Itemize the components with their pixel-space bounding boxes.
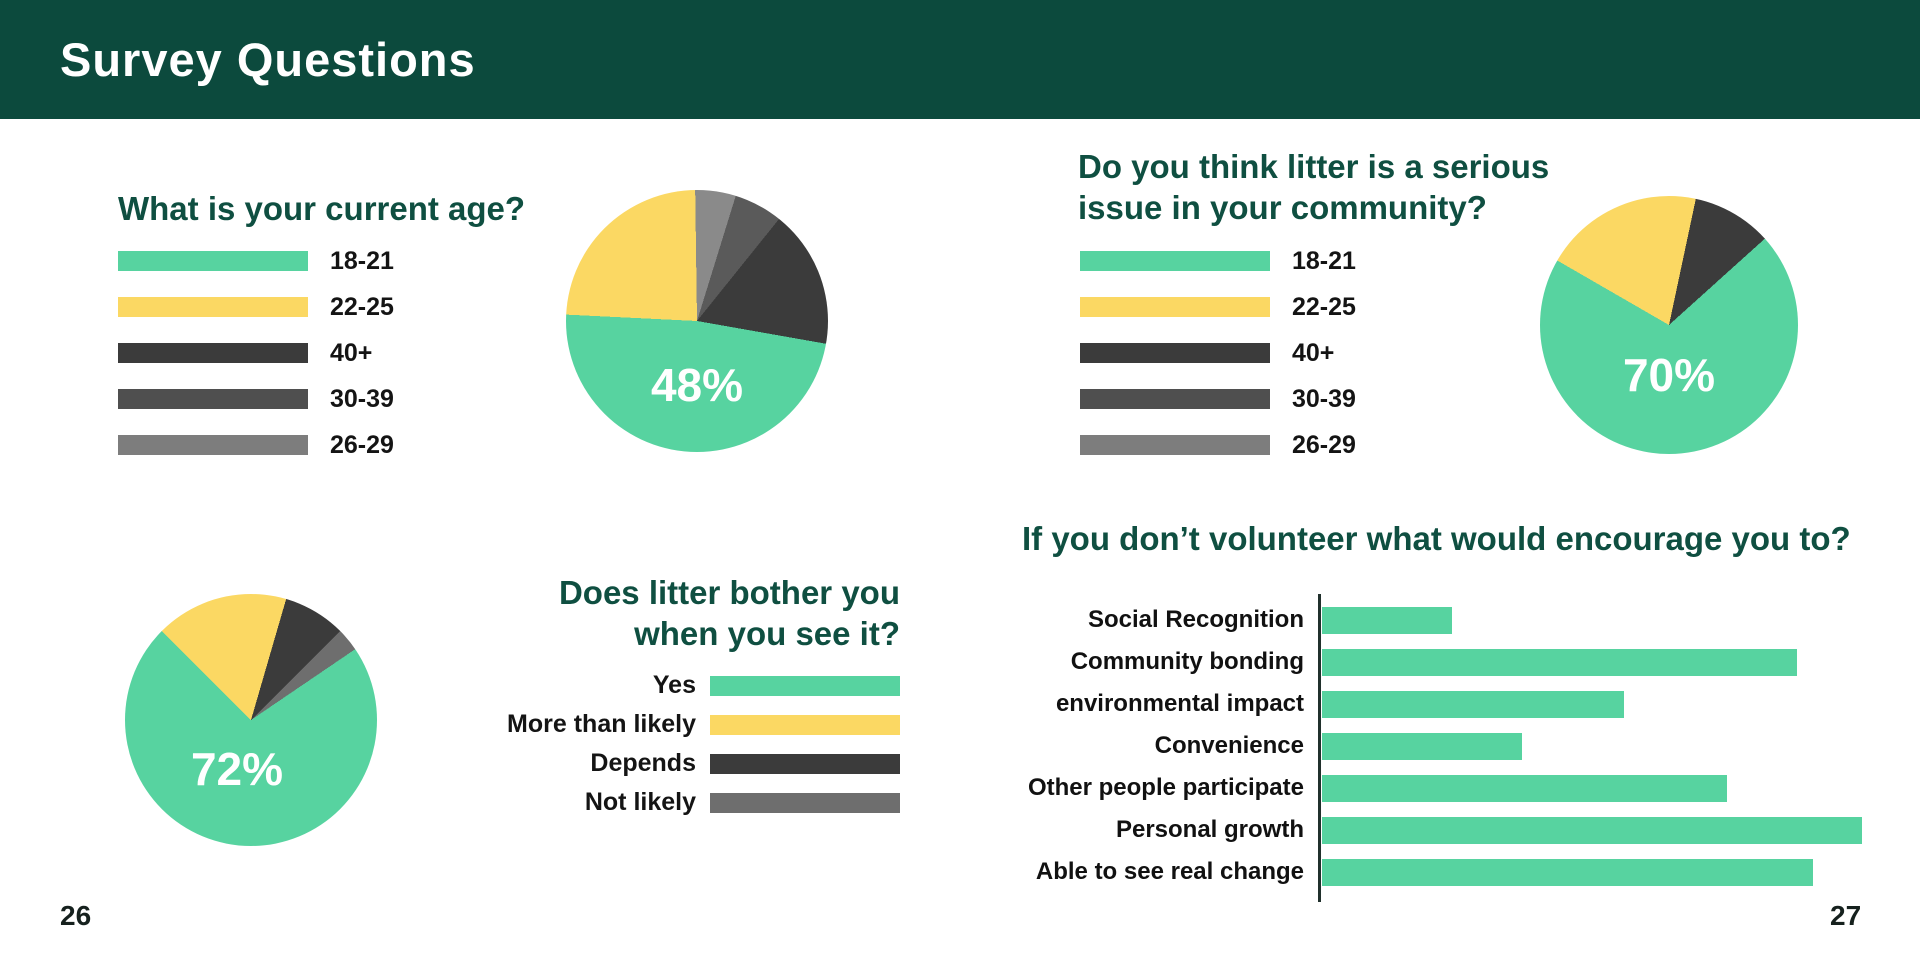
legend-swatch — [118, 251, 308, 271]
legend-label: 26-29 — [330, 430, 394, 459]
age-pie-center-label: 48% — [650, 359, 744, 411]
legend-swatch — [118, 343, 308, 363]
bar-row: Social Recognition — [900, 599, 1900, 641]
legend-swatch — [1080, 251, 1270, 271]
legend-label: Not likely — [584, 788, 696, 816]
legend-swatch — [1080, 435, 1270, 455]
legend-item: 22-25 — [118, 284, 394, 330]
age-pie-chart: 48% — [566, 190, 828, 452]
litter-serious-legend: 18-21 22-25 40+ 30-39 26-29 — [1080, 238, 1356, 468]
age-pie-legend: 18-21 22-25 40+ 30-39 26-29 — [118, 238, 394, 468]
bar-category-label: Social Recognition — [1087, 606, 1304, 633]
legend-item: 18-21 — [1080, 238, 1356, 284]
volunteer-bar-chart: Social Recognition Community bonding envir… — [900, 599, 1900, 893]
bar-row: Community bonding — [900, 641, 1900, 683]
legend-label: 18-21 — [1292, 246, 1356, 275]
question-line: Do you think litter is a serious — [1078, 148, 1550, 185]
page-number-right: 27 — [1830, 900, 1862, 931]
legend-swatch — [118, 435, 308, 455]
litter-bother-legend: Yes More than likely Depends Not likely — [460, 666, 900, 822]
legend-label: 30-39 — [1292, 384, 1356, 413]
legend-swatch — [710, 675, 900, 696]
bar-category-label: Community bonding — [1070, 648, 1304, 675]
bar-category-label: Personal growth — [1115, 816, 1304, 843]
bar-rows: Social Recognition Community bonding envir… — [900, 599, 1900, 893]
legend-item: 30-39 — [1080, 376, 1356, 422]
bar — [1322, 774, 1727, 802]
legend-swatch — [710, 792, 900, 813]
litter-bother-pie-chart: 72% — [125, 594, 377, 846]
page-title: Survey Questions — [60, 33, 476, 86]
legend-label: 22-25 — [1292, 292, 1356, 321]
legend-label: 30-39 — [330, 384, 394, 413]
bar-row: Personal growth — [900, 809, 1900, 851]
bar-category-label: Able to see real change — [1035, 858, 1304, 885]
legend-item: 30-39 — [118, 376, 394, 422]
legend-label: 26-29 — [1292, 430, 1356, 459]
bar — [1322, 606, 1452, 634]
legend-item: Not likely — [460, 783, 900, 822]
bar-row: Convenience — [900, 725, 1900, 767]
legend-item: 26-29 — [1080, 422, 1356, 468]
legend-item: 18-21 — [118, 238, 394, 284]
legend-swatch — [710, 714, 900, 735]
bar — [1322, 648, 1798, 676]
legend-item: 22-25 — [1080, 284, 1356, 330]
question-litter-serious: Do you think litter is a serious issue i… — [1078, 146, 1549, 228]
legend-label: 40+ — [330, 338, 373, 367]
bar-category-label: Convenience — [1154, 732, 1304, 759]
legend-label: Depends — [590, 749, 696, 777]
bar — [1322, 816, 1862, 844]
question-line: when you see it? — [634, 615, 900, 652]
bar-row: Able to see real change — [900, 851, 1900, 893]
litter-serious-pie-center-label: 70% — [1622, 349, 1716, 401]
header-bar: Survey Questions — [0, 0, 1920, 119]
legend-label: 22-25 — [330, 292, 394, 321]
legend-swatch — [1080, 297, 1270, 317]
litter-bother-pie-center-label: 72% — [190, 743, 284, 795]
question-volunteer: If you don’t volunteer what would encour… — [1022, 520, 1851, 557]
question-age: What is your current age? — [118, 190, 526, 227]
legend-item: 26-29 — [118, 422, 394, 468]
legend-item: Yes — [460, 666, 900, 705]
bar-category-label: environmental impact — [1055, 690, 1304, 717]
legend-item: Depends — [460, 744, 900, 783]
bar-row: environmental impact — [900, 683, 1900, 725]
bar — [1322, 732, 1522, 760]
legend-swatch — [118, 389, 308, 409]
legend-swatch — [710, 753, 900, 774]
legend-label: Yes — [652, 671, 696, 699]
legend-swatch — [118, 297, 308, 317]
bar — [1322, 690, 1625, 718]
question-line: issue in your community? — [1078, 189, 1487, 226]
question-litter-bother: Does litter bother you when you see it? — [420, 572, 900, 654]
legend-item: 40+ — [118, 330, 394, 376]
legend-swatch — [1080, 389, 1270, 409]
bar — [1322, 858, 1814, 886]
legend-label: 40+ — [1292, 338, 1335, 367]
page-number-left: 26 — [60, 900, 92, 931]
legend-label: More than likely — [507, 710, 696, 738]
legend-swatch — [1080, 343, 1270, 363]
legend-label: 18-21 — [330, 246, 394, 275]
bar-category-label: Other people participate — [1027, 774, 1304, 801]
litter-serious-pie-chart: 70% — [1540, 196, 1798, 454]
bar-row: Other people participate — [900, 767, 1900, 809]
bar-chart-axis — [1318, 594, 1321, 902]
legend-item: 40+ — [1080, 330, 1356, 376]
question-line: Does litter bother you — [558, 574, 900, 611]
legend-item: More than likely — [460, 705, 900, 744]
